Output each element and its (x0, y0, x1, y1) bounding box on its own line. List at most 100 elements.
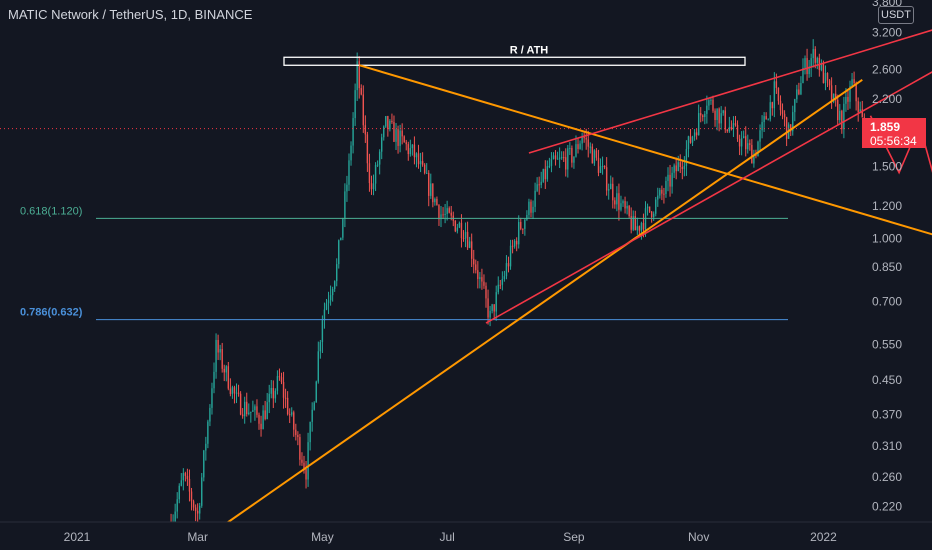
candle-body (303, 462, 305, 469)
fib-618-label: 0.618(1.120) (20, 205, 82, 217)
candle-body (777, 87, 780, 101)
candle-body (587, 139, 589, 147)
candle-body (665, 180, 667, 194)
candle-body (215, 339, 217, 372)
candle-body (677, 162, 679, 172)
candle-body (387, 116, 389, 130)
candle-body (509, 245, 512, 267)
candle-body (577, 144, 579, 149)
candle-body (804, 58, 806, 68)
candle-body (542, 169, 544, 182)
candle-body (395, 129, 397, 142)
candle-body (225, 366, 227, 373)
candle-body (540, 181, 542, 186)
candle-body (217, 339, 219, 353)
candle-body (563, 157, 565, 159)
candle-body (520, 222, 522, 229)
candle-body (751, 144, 753, 164)
price-tick-label: 0.220 (872, 500, 902, 514)
candle-body (632, 216, 634, 230)
candle-body (849, 86, 851, 102)
candle-body (475, 264, 477, 271)
candle-body (229, 388, 232, 394)
candle-body (796, 89, 798, 100)
candle-body (448, 208, 450, 213)
candle-body (648, 206, 651, 212)
candle-body (794, 99, 796, 113)
candle-body (468, 241, 471, 248)
candle-body (331, 288, 334, 296)
candle-body (323, 309, 326, 321)
candle-body (207, 421, 209, 444)
candle-body (364, 125, 367, 135)
candle-body (781, 110, 784, 114)
candle-body (640, 223, 643, 231)
candle-body (513, 240, 516, 247)
time-tick-label: Mar (187, 530, 208, 544)
candle-body (376, 164, 379, 166)
candle-body (728, 126, 731, 132)
candle-body (724, 110, 726, 130)
candle-body (585, 138, 587, 140)
candle-body (362, 94, 364, 126)
candle-body (675, 165, 677, 172)
candle-body (614, 200, 616, 205)
candle-body (378, 151, 381, 165)
candle-body (415, 153, 418, 158)
candle-body (409, 148, 412, 155)
candle-body (671, 172, 673, 187)
candle-body (847, 96, 849, 102)
candle-body (497, 284, 499, 293)
candle-body (736, 125, 739, 139)
candle-body (241, 414, 244, 417)
price-tick-label: 0.550 (872, 337, 902, 351)
trendline-red-ascending-upper (528, 29, 932, 154)
candle-body (628, 206, 630, 217)
candle-body (403, 136, 405, 143)
candle-body (417, 153, 420, 165)
candle-body (702, 115, 704, 118)
time-tick-label: May (311, 530, 334, 544)
candle-body (383, 126, 385, 138)
candle-body (434, 198, 436, 203)
candle-body (295, 429, 297, 435)
candle-body (841, 110, 843, 130)
candle-body (569, 148, 571, 150)
candle-body (270, 387, 272, 394)
candle-body (522, 228, 524, 230)
time-axis[interactable]: 2021MarMayJulSepNov2022Mar (0, 521, 932, 550)
candle-body (552, 155, 555, 160)
trendline-orange-ascending (225, 78, 863, 525)
candle-body (738, 138, 741, 147)
candle-body (393, 122, 395, 142)
candle-body (630, 216, 632, 230)
candle-body (718, 108, 720, 124)
candle-body (485, 285, 487, 299)
candle-body (174, 511, 176, 522)
candle-body (305, 468, 307, 480)
candle-body (663, 193, 665, 195)
candle-body (655, 199, 657, 214)
price-axis[interactable]: 3.800 3.200 2.600 2.200 1.500 1.200 1.000 0.850… (872, 0, 902, 514)
candle-body (425, 172, 428, 174)
candle-body (348, 160, 350, 185)
candle-body (428, 172, 430, 196)
candle-body (532, 206, 534, 213)
candle-body (450, 212, 452, 216)
currency-button[interactable]: USDT (878, 6, 914, 24)
candle-body (755, 154, 757, 157)
candle-body (503, 276, 506, 280)
candle-body (252, 410, 254, 412)
candle-body (256, 406, 258, 415)
candle-body (857, 101, 859, 113)
candle-body (597, 157, 600, 173)
candle-body (761, 122, 763, 131)
candle-body (381, 137, 383, 152)
candle-body (843, 103, 845, 130)
candle-body (595, 150, 598, 158)
candle-body (213, 371, 215, 389)
candle-body (440, 214, 442, 220)
candle-body (370, 183, 373, 190)
candle-body (352, 118, 354, 146)
